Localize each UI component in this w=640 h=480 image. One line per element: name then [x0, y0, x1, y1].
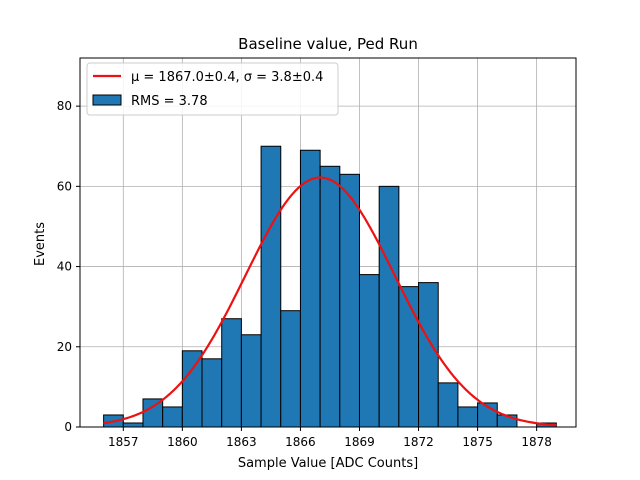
- x-tick-label: 1866: [285, 435, 316, 449]
- histogram-bar: [240, 334, 262, 428]
- y-tick-label: 40: [57, 260, 72, 274]
- histogram-bar: [398, 286, 420, 428]
- x-tick-label: 1863: [226, 435, 257, 449]
- histogram-bar: [201, 358, 223, 428]
- histogram-bar: [280, 310, 301, 428]
- histogram-bars: [103, 145, 557, 428]
- histogram-bar: [181, 350, 203, 428]
- histogram-bar: [418, 282, 439, 428]
- chart-title: Baseline value, Ped Run: [238, 35, 418, 53]
- y-tick-label: 60: [57, 179, 72, 193]
- histogram-bar: [378, 185, 400, 428]
- histogram-bar: [437, 382, 459, 428]
- y-axis-label: Events: [33, 222, 48, 266]
- legend-frame: [86, 62, 339, 116]
- tick-labels: 1857 1860 1863 1866 1869 1872 1875 1878 0 20 40 60 8…: [57, 99, 552, 449]
- histogram-bar: [299, 149, 321, 428]
- axes-frame: [79, 57, 577, 428]
- histogram-bar: [339, 173, 360, 428]
- histogram-bar: [319, 165, 341, 428]
- x-tick-label: 1872: [403, 435, 434, 449]
- y-tick-label: 0: [64, 420, 72, 434]
- histogram-bar: [221, 318, 242, 428]
- x-tick-label: 1878: [521, 435, 552, 449]
- legend-hist-swatch: [92, 94, 122, 106]
- histogram-bar: [162, 406, 183, 428]
- x-axis-label: Sample Value [ADC Counts]: [238, 456, 418, 471]
- x-tick-label: 1860: [167, 435, 198, 449]
- histogram-bar: [260, 145, 282, 428]
- histogram-bar: [358, 274, 380, 428]
- x-tick-label: 1869: [344, 435, 375, 449]
- histogram-bar: [122, 422, 144, 428]
- histogram-bar: [457, 406, 479, 428]
- y-tick-label: 80: [57, 99, 72, 113]
- x-tick-label: 1875: [462, 435, 493, 449]
- y-tick-label: 20: [57, 340, 72, 354]
- legend: μ = 1867.0±0.4, σ = 3.8±0.4 RMS = 3.78: [86, 62, 339, 116]
- x-tick-label: 1857: [108, 435, 139, 449]
- fit-curve-group: [103, 176, 557, 427]
- legend-hist-label: RMS = 3.78: [131, 94, 208, 109]
- gaussian-fit-curve: [103, 176, 557, 427]
- legend-fit-label: μ = 1867.0±0.4, σ = 3.8±0.4: [131, 70, 323, 85]
- axes: [79, 57, 577, 428]
